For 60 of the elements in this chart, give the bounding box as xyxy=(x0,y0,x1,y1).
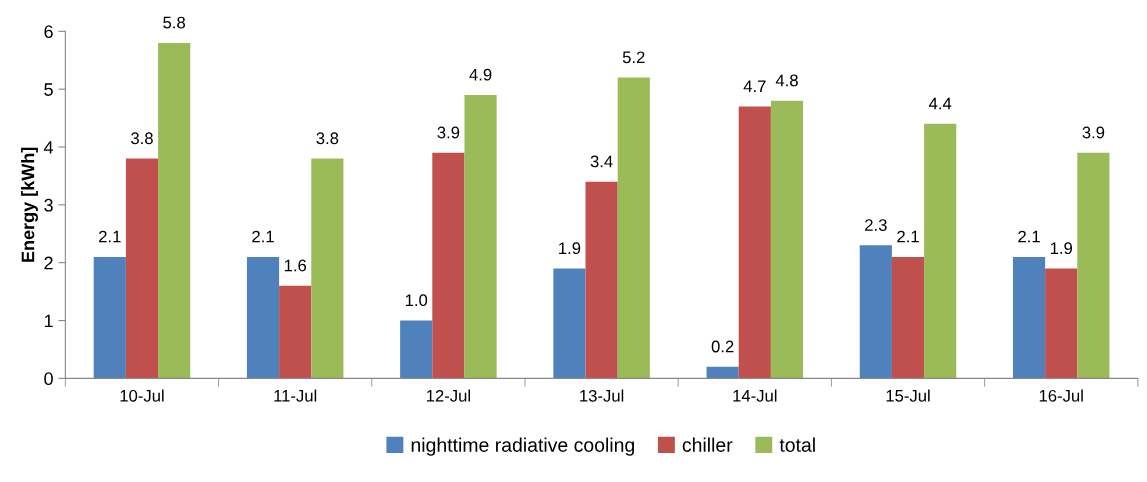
data-label: 3.8 xyxy=(131,132,153,145)
bar xyxy=(924,123,957,379)
data-label: 5.2 xyxy=(622,51,645,64)
data-label: 0.2 xyxy=(711,340,734,353)
legend-label: total xyxy=(779,437,815,452)
data-label: 4.9 xyxy=(469,68,492,81)
bar xyxy=(1045,268,1078,379)
y-tick-label: 5 xyxy=(44,83,53,96)
bar xyxy=(400,320,433,379)
data-label: 2.1 xyxy=(99,230,121,243)
data-label: 2.1 xyxy=(1018,230,1040,243)
data-label: 5.8 xyxy=(163,16,186,29)
data-label: 1.9 xyxy=(559,242,581,255)
data-label: 3.9 xyxy=(437,126,460,139)
data-label: 2.1 xyxy=(897,230,919,243)
data-label: 4.4 xyxy=(928,97,952,110)
data-label: 3.9 xyxy=(1082,126,1105,139)
x-tick-label: 15-Jul xyxy=(886,389,930,402)
y-tick-label: 3 xyxy=(44,198,53,212)
bar xyxy=(158,42,191,379)
bar xyxy=(770,100,804,379)
bar xyxy=(585,181,618,379)
y-tick-label: 6 xyxy=(44,25,53,39)
bar xyxy=(432,152,465,379)
x-tick-label: 14-Jul xyxy=(733,389,777,402)
bar xyxy=(1012,256,1046,379)
bar xyxy=(246,256,280,379)
x-tick-label: 11-Jul xyxy=(274,389,317,402)
data-label: 2.1 xyxy=(252,230,274,243)
data-label: 3.8 xyxy=(316,132,339,145)
bar xyxy=(859,245,892,379)
bar xyxy=(311,158,344,379)
data-label: 4.7 xyxy=(743,80,766,92)
x-tick-label: 13-Jul xyxy=(580,389,624,402)
data-label: 4.8 xyxy=(775,74,798,87)
bar xyxy=(125,158,159,379)
bar xyxy=(93,256,126,379)
bar xyxy=(1077,152,1110,379)
x-tick-label: 12-Jul xyxy=(426,389,470,402)
legend-label: nighttime radiative cooling xyxy=(411,437,634,456)
data-label: 2.3 xyxy=(865,219,887,231)
bar xyxy=(553,268,586,379)
bar xyxy=(617,77,650,379)
bar xyxy=(464,94,497,379)
bar xyxy=(279,285,312,379)
x-tick-label: 10-Jul xyxy=(120,389,164,402)
data-label: 1.6 xyxy=(284,259,307,272)
data-label: 1.9 xyxy=(1050,242,1073,255)
legend-label: chiller xyxy=(682,437,733,452)
y-tick-label: 2 xyxy=(44,256,53,270)
bar xyxy=(706,366,739,379)
data-label: 1.0 xyxy=(405,294,428,307)
y-tick-label: 1 xyxy=(44,314,53,328)
y-tick-label: 4 xyxy=(43,141,54,154)
x-tick-label: 16-Jul xyxy=(1039,389,1083,402)
y-axis-title: Energy [kWh] xyxy=(21,147,38,262)
y-tick-label: 0 xyxy=(44,372,53,386)
data-label: 3.4 xyxy=(590,155,613,168)
bar xyxy=(738,106,771,379)
bar xyxy=(891,256,925,379)
